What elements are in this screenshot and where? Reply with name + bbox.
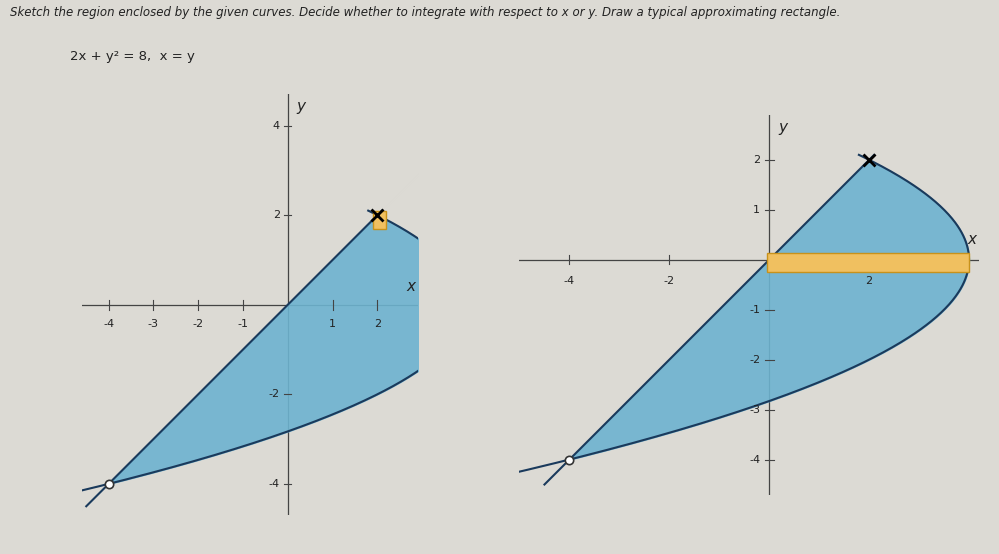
Text: 1: 1 — [329, 319, 336, 329]
Text: -4: -4 — [269, 479, 280, 489]
Text: -4: -4 — [563, 276, 575, 286]
Text: 2x + y² = 8,  x = y: 2x + y² = 8, x = y — [70, 50, 195, 63]
Text: -2: -2 — [749, 355, 760, 365]
Text: -1: -1 — [238, 319, 249, 329]
Text: x: x — [407, 279, 416, 294]
Bar — [767, 253, 969, 271]
Text: -3: -3 — [749, 404, 760, 414]
Text: 2: 2 — [753, 155, 760, 165]
Text: 2: 2 — [374, 319, 381, 329]
Text: -2: -2 — [663, 276, 675, 286]
Text: -2: -2 — [193, 319, 204, 329]
Text: 4: 4 — [273, 121, 280, 131]
Text: Sketch the region enclosed by the given curves. Decide whether to integrate with: Sketch the region enclosed by the given … — [10, 6, 840, 18]
Text: y: y — [296, 99, 305, 114]
Text: -4: -4 — [749, 454, 760, 465]
Bar — [373, 211, 387, 229]
Text: x: x — [967, 232, 976, 247]
Text: -2: -2 — [269, 389, 280, 399]
Text: -3: -3 — [148, 319, 159, 329]
Text: 1: 1 — [753, 205, 760, 215]
Text: 2: 2 — [865, 276, 873, 286]
Text: -4: -4 — [103, 319, 114, 329]
Text: -1: -1 — [749, 305, 760, 315]
Text: 2: 2 — [273, 210, 280, 220]
Text: y: y — [778, 120, 787, 135]
